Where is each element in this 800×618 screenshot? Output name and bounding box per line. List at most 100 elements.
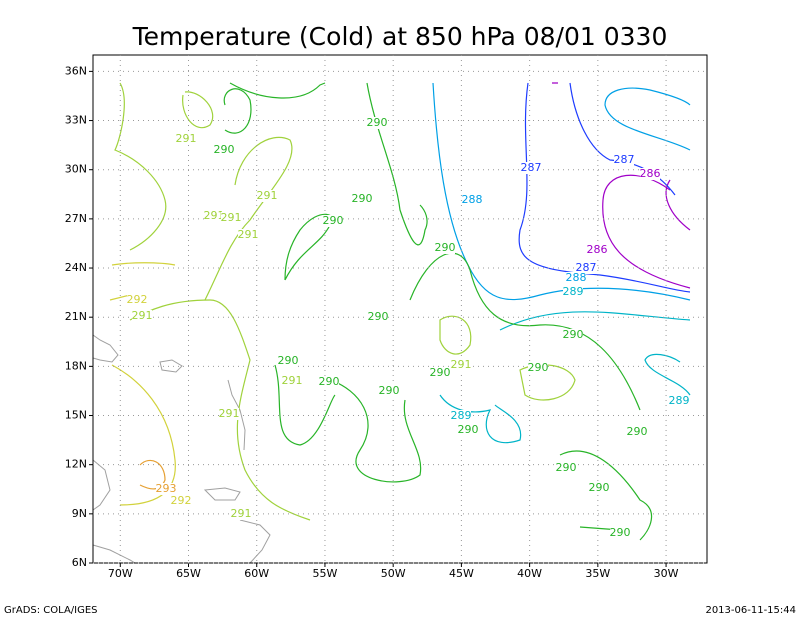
contour-label-bg [563,329,583,341]
contour-label: 292 [127,293,148,306]
contour-label-bg [221,212,241,224]
contour-label: 293 [156,482,177,495]
contour-label-bg [352,193,372,205]
contour-label-bg [367,117,387,129]
contour-label: 290 [367,116,388,129]
contour-label: 289 [451,409,472,422]
y-tick-label: 33N [65,114,87,127]
contour-label-bg [521,162,541,174]
y-tick-label: 30N [65,163,87,176]
contour-label: 291 [219,407,240,420]
x-tick-label: 60W [244,567,269,580]
contour-label: 290 [323,214,344,227]
contour-label: 290 [319,375,340,388]
title: Temperature (Cold) at 850 hPa 08/01 0330 [132,22,668,51]
contour-label: 291 [132,309,153,322]
contour-label: 288 [566,271,587,284]
contour-label-bg [589,482,609,494]
contour-label: 290 [430,366,451,379]
x-tick-label: 55W [313,567,338,580]
contour-label-bg [566,272,586,284]
contour-label: 290 [528,361,549,374]
x-tick-label: 70W [108,567,133,580]
contour-label: 287 [576,261,597,274]
footer-left: GrADS: COLA/IGES [4,605,98,616]
contour-label: 287 [614,153,635,166]
contour-label-bg [176,133,196,145]
contour-label-bg [669,395,689,407]
contour-label-bg [587,244,607,256]
contour-label: 290 [610,526,631,539]
x-tick-label: 45W [449,567,474,580]
contour-label-bg [528,362,548,374]
contour-label-bg [219,408,239,420]
y-tick-label: 21N [65,310,87,323]
y-tick-label: 27N [65,212,87,225]
contour-label: 290 [435,241,456,254]
contours [109,82,691,541]
contour-label: 291 [231,507,252,520]
contour-label: 290 [563,328,584,341]
contour-label-bg [435,242,455,254]
contour-label-bg [257,190,277,202]
contour-label-bg [231,508,251,520]
contour-label: 287 [521,161,542,174]
contour-label: 290 [278,354,299,367]
contour-label-bg [238,229,258,241]
x-tick-label: 30W [654,567,679,580]
contour-label: 291 [176,132,197,145]
contour-label-bg [610,527,630,539]
contour-label: 291 [238,228,259,241]
contour-label: 290 [368,310,389,323]
contour-label: 289 [669,394,690,407]
contour-label: 286 [640,167,661,180]
contour-label-bg [204,210,224,222]
contour-label: 288 [462,193,483,206]
contour-label-bg [278,355,298,367]
contour-label: 291 [451,358,472,371]
coastlines [92,334,271,564]
contour-label: 291 [257,189,278,202]
contour-label-bg [319,376,339,388]
x-tick-label: 35W [585,567,610,580]
y-tick-label: 6N [72,556,87,569]
contour-label-bg [214,144,234,156]
y-tick-label: 9N [72,507,87,520]
contour-label: 291 [282,374,303,387]
contour-label-bg [576,262,596,274]
contour-label: 291 [204,209,225,222]
contour-label: 290 [589,481,610,494]
contour-label: 290 [627,425,648,438]
contour-label-bg [368,311,388,323]
y-tick-label: 18N [65,359,87,372]
contour-label-bg [127,294,147,306]
contour-label-bg [458,424,478,436]
contour-label-bg [171,495,191,507]
contour-label-bg [462,194,482,206]
contour-label: 290 [556,461,577,474]
contour-label: 290 [458,423,479,436]
contour-label-bg [156,483,176,495]
contour-label-bg [451,410,471,422]
contour-label: 291 [221,211,242,224]
contour-label-bg [282,375,302,387]
contour-label: 290 [352,192,373,205]
contour-label-bg [556,462,576,474]
footer-right: 2013-06-11-15:44 [705,605,796,616]
contour-label-bg [563,286,583,298]
contour-label-bg [614,154,634,166]
contour-label: 292 [171,494,192,507]
contour-label: 286 [587,243,608,256]
contour-label-bg [430,367,450,379]
contour-label-bg [451,359,471,371]
contour-label-bg [132,310,152,322]
y-tick-label: 36N [65,64,87,77]
y-tick-label: 24N [65,261,87,274]
contour-label-bg [379,385,399,397]
x-tick-label: 40W [517,567,542,580]
contour-label-bg [323,215,343,227]
contour-label: 289 [563,285,584,298]
contour-label-bg [640,168,660,180]
y-tick-label: 15N [65,409,87,422]
